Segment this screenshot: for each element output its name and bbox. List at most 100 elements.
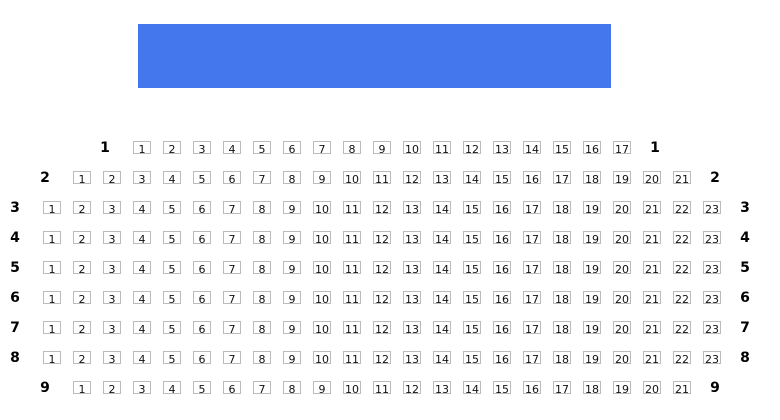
seat[interactable]: 15	[463, 261, 481, 276]
seat[interactable]: 8	[283, 171, 301, 186]
seat[interactable]: 1	[133, 141, 151, 156]
seat[interactable]: 7	[223, 351, 241, 366]
seat[interactable]: 20	[643, 171, 661, 186]
seat[interactable]: 5	[163, 351, 181, 366]
seat[interactable]: 12	[373, 261, 391, 276]
seat[interactable]: 6	[283, 141, 301, 156]
seat[interactable]: 12	[373, 291, 391, 306]
seat[interactable]: 9	[283, 321, 301, 336]
seat[interactable]: 1	[43, 261, 61, 276]
seat[interactable]: 19	[583, 261, 601, 276]
seat[interactable]: 6	[193, 321, 211, 336]
seat[interactable]: 18	[553, 231, 571, 246]
seat[interactable]: 23	[703, 231, 721, 246]
seat[interactable]: 7	[253, 171, 271, 186]
seat[interactable]: 14	[433, 201, 451, 216]
seat[interactable]: 5	[163, 261, 181, 276]
seat[interactable]: 8	[253, 201, 271, 216]
seat[interactable]: 17	[613, 141, 631, 156]
seat[interactable]: 20	[613, 231, 631, 246]
seat[interactable]: 15	[463, 291, 481, 306]
seat[interactable]: 16	[583, 141, 601, 156]
seat[interactable]: 16	[523, 381, 541, 396]
seat[interactable]: 2	[73, 261, 91, 276]
seat[interactable]: 12	[403, 171, 421, 186]
seat[interactable]: 6	[223, 381, 241, 396]
seat[interactable]: 3	[103, 351, 121, 366]
seat[interactable]: 18	[553, 261, 571, 276]
seat[interactable]: 17	[523, 351, 541, 366]
seat[interactable]: 14	[463, 171, 481, 186]
seat[interactable]: 6	[223, 171, 241, 186]
seat[interactable]: 7	[223, 261, 241, 276]
seat[interactable]: 23	[703, 321, 721, 336]
seat[interactable]: 14	[433, 231, 451, 246]
seat[interactable]: 10	[343, 171, 361, 186]
seat[interactable]: 2	[73, 351, 91, 366]
seat[interactable]: 15	[463, 231, 481, 246]
seat[interactable]: 12	[373, 351, 391, 366]
seat[interactable]: 13	[403, 231, 421, 246]
seat[interactable]: 16	[493, 261, 511, 276]
seat[interactable]: 3	[103, 291, 121, 306]
seat[interactable]: 1	[73, 171, 91, 186]
seat[interactable]: 1	[43, 321, 61, 336]
seat[interactable]: 5	[253, 141, 271, 156]
seat[interactable]: 9	[373, 141, 391, 156]
seat[interactable]: 4	[133, 231, 151, 246]
seat[interactable]: 3	[133, 171, 151, 186]
seat[interactable]: 15	[493, 381, 511, 396]
seat[interactable]: 4	[133, 261, 151, 276]
seat[interactable]: 5	[163, 231, 181, 246]
seat[interactable]: 8	[283, 381, 301, 396]
seat[interactable]: 13	[403, 291, 421, 306]
seat[interactable]: 1	[43, 291, 61, 306]
seat[interactable]: 19	[613, 381, 631, 396]
seat[interactable]: 9	[283, 201, 301, 216]
seat[interactable]: 5	[163, 201, 181, 216]
seat[interactable]: 11	[343, 231, 361, 246]
seat[interactable]: 22	[673, 261, 691, 276]
seat[interactable]: 1	[43, 351, 61, 366]
seat[interactable]: 18	[553, 321, 571, 336]
seat[interactable]: 11	[343, 261, 361, 276]
seat[interactable]: 7	[223, 231, 241, 246]
seat[interactable]: 3	[103, 201, 121, 216]
seat[interactable]: 5	[163, 291, 181, 306]
seat[interactable]: 4	[133, 321, 151, 336]
seat[interactable]: 14	[433, 261, 451, 276]
seat[interactable]: 3	[193, 141, 211, 156]
seat[interactable]: 8	[253, 321, 271, 336]
seat[interactable]: 12	[373, 231, 391, 246]
seat[interactable]: 3	[103, 231, 121, 246]
seat[interactable]: 18	[553, 201, 571, 216]
seat[interactable]: 10	[313, 231, 331, 246]
seat[interactable]: 8	[343, 141, 361, 156]
seat[interactable]: 23	[703, 291, 721, 306]
seat[interactable]: 17	[523, 201, 541, 216]
seat[interactable]: 13	[403, 351, 421, 366]
seat[interactable]: 11	[343, 351, 361, 366]
seat[interactable]: 16	[493, 201, 511, 216]
seat[interactable]: 13	[403, 261, 421, 276]
seat[interactable]: 15	[463, 201, 481, 216]
seat[interactable]: 14	[433, 291, 451, 306]
seat[interactable]: 20	[643, 381, 661, 396]
seat[interactable]: 14	[523, 141, 541, 156]
seat[interactable]: 6	[193, 291, 211, 306]
seat[interactable]: 7	[223, 291, 241, 306]
seat[interactable]: 22	[673, 201, 691, 216]
seat[interactable]: 10	[403, 141, 421, 156]
seat[interactable]: 16	[493, 321, 511, 336]
seat[interactable]: 11	[343, 291, 361, 306]
seat[interactable]: 18	[583, 171, 601, 186]
seat[interactable]: 8	[253, 261, 271, 276]
seat[interactable]: 11	[343, 321, 361, 336]
seat[interactable]: 21	[673, 381, 691, 396]
seat[interactable]: 4	[133, 351, 151, 366]
seat[interactable]: 10	[313, 321, 331, 336]
seat[interactable]: 17	[523, 291, 541, 306]
seat[interactable]: 21	[643, 351, 661, 366]
seat[interactable]: 19	[583, 351, 601, 366]
seat[interactable]: 10	[343, 381, 361, 396]
